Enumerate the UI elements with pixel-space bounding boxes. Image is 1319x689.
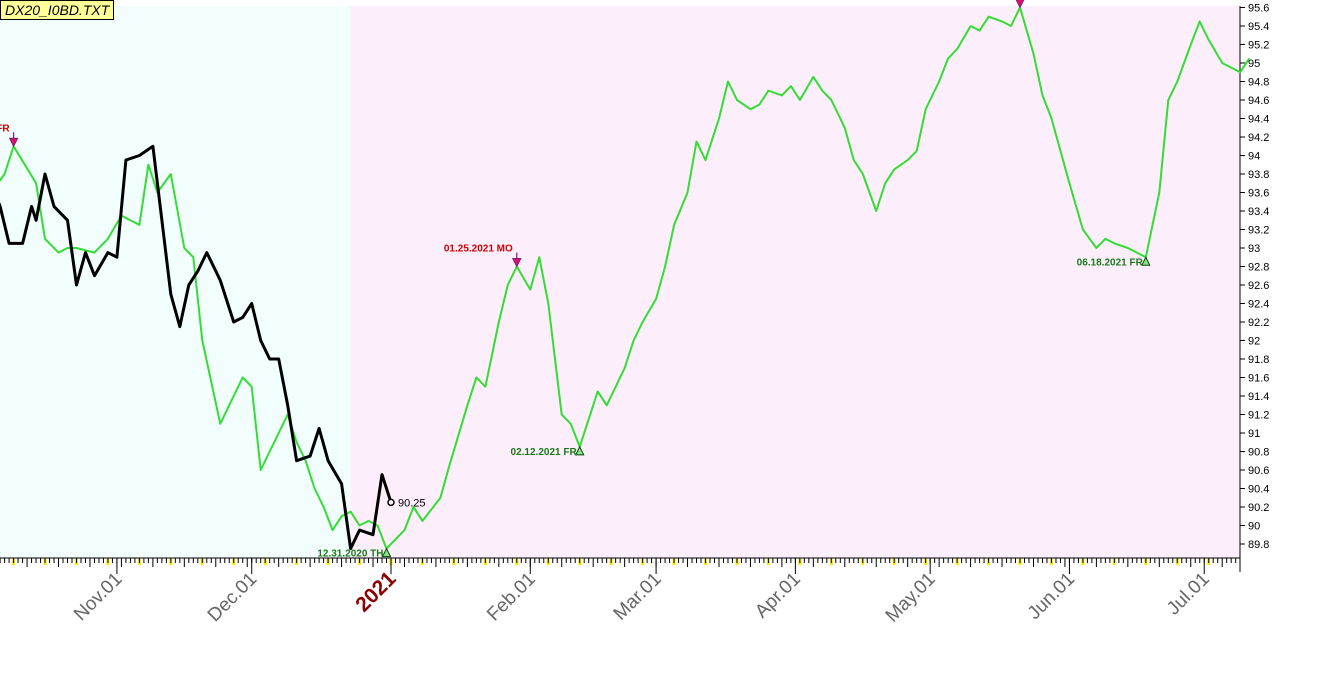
y-tick-label: 94.2 [1248, 132, 1269, 144]
y-tick-label: 90 [1248, 521, 1260, 533]
y-tick-label: 92.4 [1248, 299, 1269, 311]
y-tick-label: 94.4 [1248, 114, 1269, 126]
y-tick-label: 91.2 [1248, 410, 1269, 422]
series-line-black [0, 144, 393, 551]
pivot-low-label: 06.18.2021 FR [1077, 257, 1144, 268]
y-tick-label: 93.6 [1248, 188, 1269, 200]
x-month-label: Apr.01 [751, 569, 805, 623]
y-tick-label: 89.8 [1248, 539, 1269, 551]
y-tick-label: 93.2 [1248, 225, 1269, 237]
y-tick-label: 95.4 [1248, 21, 1269, 33]
pivot-low-marker [574, 445, 585, 456]
pivot-low-label: 02.12.2021 FR [511, 447, 578, 458]
x-month-label: Dec.01 [204, 569, 261, 626]
y-tick-label: 90.8 [1248, 447, 1269, 459]
x-month-label: Mar.01 [610, 569, 666, 625]
y-tick-label: 92 [1248, 336, 1260, 348]
x-month-label: Nov.01 [70, 569, 126, 625]
y-tick-label: 93 [1248, 243, 1260, 255]
y-tick-label: 90.6 [1248, 465, 1269, 477]
x-year-label: 2021 [351, 567, 401, 617]
y-tick-label: 94 [1248, 151, 1260, 163]
pivot-high-label: 01.25.2021 MO [444, 244, 513, 255]
x-month-label: Jun.01 [1024, 569, 1079, 624]
y-tick-label: 91.4 [1248, 391, 1269, 403]
y-tick-label: 94.6 [1248, 95, 1269, 107]
series-line-green [0, 6, 1251, 550]
y-tick-label: 91.8 [1248, 354, 1269, 366]
y-tick-label: 93.4 [1248, 206, 1269, 218]
file-title: DX20_I0BD.TXT [0, 0, 115, 20]
y-tick-label: 95.2 [1248, 40, 1269, 52]
y-tick-label: 93.8 [1248, 169, 1269, 181]
y-tick-label: 90.2 [1248, 502, 1269, 514]
bg-history-region [0, 6, 351, 558]
y-tick-label: 92.6 [1248, 280, 1269, 292]
y-tick-label: 90.4 [1248, 484, 1269, 496]
x-month-label: May.01 [882, 569, 940, 627]
y-tick-label: 95.6 [1248, 3, 1269, 15]
last-value-marker [387, 498, 395, 507]
y-tick-label: 95 [1248, 58, 1260, 70]
y-tick-label: 92.2 [1248, 317, 1269, 329]
pivot-high-marker [8, 137, 19, 148]
pivot-low-label: 12.31.2020 TH [317, 549, 383, 560]
y-tick-label: 91.6 [1248, 373, 1269, 385]
pivot-high-label: 0 FR [0, 123, 10, 134]
pivot-low-marker [381, 547, 392, 558]
y-tick-label: 91 [1248, 428, 1260, 440]
y-tick-label: 94.8 [1248, 77, 1269, 89]
x-month-label: Jul.01 [1163, 569, 1214, 620]
last-value-label: 90.25 [398, 497, 426, 509]
pivot-high-marker [1015, 0, 1025, 9]
y-tick-label: 92.8 [1248, 262, 1269, 274]
bg-projection-region [350, 6, 1240, 558]
pivot-low-marker [1141, 256, 1151, 266]
pivot-high-marker [511, 258, 522, 268]
x-month-label: Feb.01 [483, 569, 540, 626]
